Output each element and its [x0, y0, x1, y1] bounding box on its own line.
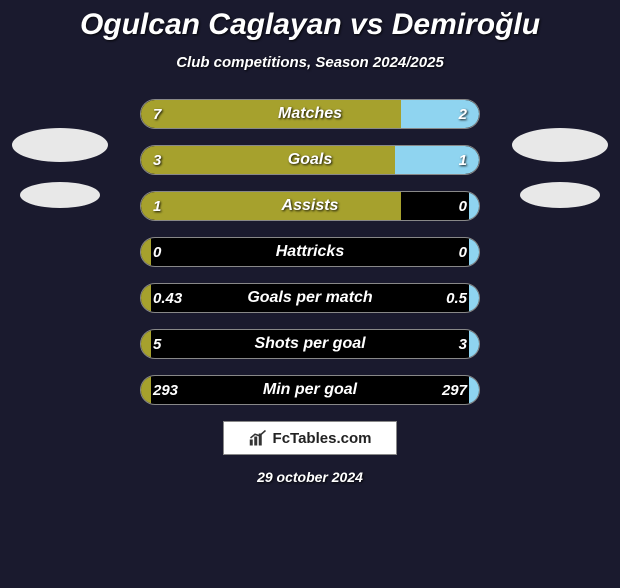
stat-label: Goals per match — [141, 284, 479, 312]
branding-badge[interactable]: FcTables.com — [223, 421, 397, 455]
comparison-chart: 72Matches 31Goals 10Assists 00Hattricks 0.43… — [140, 99, 480, 405]
stat-row: 00Hattricks — [140, 237, 480, 267]
subtitle: Club competitions, Season 2024/2025 — [0, 54, 620, 71]
stat-label: Goals — [141, 146, 479, 174]
page-title: Ogulcan Caglayan vs Demiroğlu — [0, 8, 620, 42]
brand-chart-icon — [249, 429, 267, 447]
stat-label: Assists — [141, 192, 479, 220]
stat-row: 293297Min per goal — [140, 375, 480, 405]
player-logo-right-bottom — [520, 182, 600, 208]
date-label: 29 october 2024 — [0, 469, 620, 485]
stat-label: Min per goal — [141, 376, 479, 404]
brand-text: FcTables.com — [273, 430, 372, 447]
stat-label: Matches — [141, 100, 479, 128]
player-photo-left-top — [12, 128, 108, 162]
stat-row: 10Assists — [140, 191, 480, 221]
stat-row: 31Goals — [140, 145, 480, 175]
player-logo-left-bottom — [20, 182, 100, 208]
stat-row: 53Shots per goal — [140, 329, 480, 359]
stat-row: 72Matches — [140, 99, 480, 129]
stat-row: 0.430.5Goals per match — [140, 283, 480, 313]
stat-label: Shots per goal — [141, 330, 479, 358]
player-photo-right-top — [512, 128, 608, 162]
stat-label: Hattricks — [141, 238, 479, 266]
